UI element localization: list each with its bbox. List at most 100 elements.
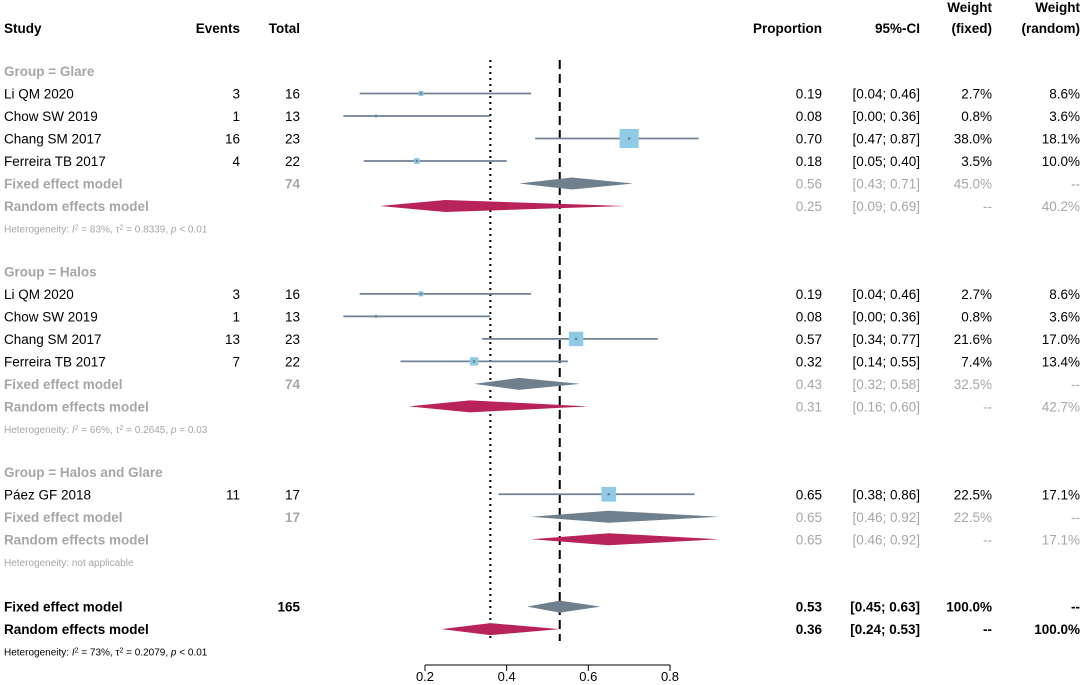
group-2-random-weight-random: 42.7%	[1042, 399, 1080, 414]
group-1-study-4-events: 4	[232, 154, 240, 169]
group-3-study-1-name: Páez GF 2018	[4, 487, 91, 502]
header-weight-fixed-1: Weight	[947, 0, 992, 15]
group-2-study-3-point	[574, 337, 578, 341]
group-1-fixed-label: Fixed effect model	[4, 177, 123, 192]
group-2-study-1-proportion: 0.19	[796, 287, 822, 302]
group-2-study-1-weight-random: 8.6%	[1049, 287, 1080, 302]
group-2-study-3-ci: [0.34; 0.77]	[852, 332, 920, 347]
group-1-random-weight-fixed: --	[983, 199, 992, 214]
group-1-study-1-ci: [0.04; 0.46]	[852, 87, 920, 102]
group-2-study-2-weight-fixed: 0.8%	[961, 309, 992, 324]
group-2-study-4-point	[472, 360, 476, 363]
group-1-study-1-point	[419, 92, 423, 95]
group-2-study-2-point	[374, 315, 378, 318]
group-2-study-1-weight-fixed: 2.7%	[961, 287, 992, 302]
overall-fixed-ci: [0.45; 0.63]	[850, 600, 920, 615]
group-1-title: Group = Glare	[4, 64, 95, 79]
group-3-fixed-total: 17	[285, 510, 300, 525]
overall-fixed-proportion: 0.53	[796, 600, 823, 615]
group-2-study-1-events: 3	[232, 287, 240, 302]
group-2-random-ci: [0.16; 0.60]	[852, 399, 920, 414]
overall-random-ci: [0.24; 0.53]	[850, 622, 920, 637]
group-2-fixed-ci: [0.32; 0.58]	[852, 377, 920, 392]
group-3-random-label: Random effects model	[4, 532, 149, 547]
group-2-fixed-label: Fixed effect model	[4, 377, 123, 392]
group-1-study-1-weight-fixed: 2.7%	[961, 87, 992, 102]
group-2-random-proportion: 0.31	[796, 399, 822, 414]
header-weight-fixed-2: (fixed)	[952, 21, 993, 36]
group-2-study-4-weight-fixed: 7.4%	[961, 354, 992, 369]
group-2-random-label: Random effects model	[4, 399, 149, 414]
group-3-study-1-events: 11	[226, 487, 240, 502]
group-3-random-weight-random: 17.1%	[1042, 532, 1080, 547]
group-1-study-3-proportion: 0.70	[796, 132, 822, 147]
group-2-fixed-proportion: 0.43	[796, 377, 822, 392]
group-1-study-1-total: 16	[285, 87, 300, 102]
overall-fixed-weight-fixed: 100.0%	[946, 600, 992, 615]
group-1-study-1-proportion: 0.19	[796, 87, 822, 102]
group-1-study-2-events: 1	[232, 109, 240, 124]
group-3-fixed-weight-random: --	[1071, 510, 1080, 525]
group-3-fixed-label: Fixed effect model	[4, 510, 123, 525]
group-2-fixed-total: 74	[285, 377, 301, 392]
group-3-study-1-ci: [0.38; 0.86]	[852, 487, 920, 502]
x-tick-label-4: 0.8	[661, 669, 679, 684]
group-2-study-4-weight-random: 13.4%	[1042, 354, 1080, 369]
group-1-random-ci: [0.09; 0.69]	[852, 199, 920, 214]
group-1-study-3-total: 23	[285, 132, 300, 147]
group-1-study-2-name: Chow SW 2019	[4, 109, 98, 124]
header-weight-random-1: Weight	[1035, 0, 1080, 15]
overall-random-label: Random effects model	[4, 622, 149, 637]
x-tick-label-1: 0.2	[416, 669, 434, 684]
group-1-study-3-ci: [0.47; 0.87]	[852, 132, 920, 147]
group-2-study-2-ci: [0.00; 0.36]	[852, 309, 920, 324]
header-events: Events	[196, 21, 240, 36]
overall-fixed-label: Fixed effect model	[4, 600, 123, 615]
group-3-random-weight-fixed: --	[983, 532, 992, 547]
overall-fixed-total: 165	[277, 600, 300, 615]
group-2-study-2-weight-random: 3.6%	[1049, 309, 1080, 324]
x-tick-label-2: 0.4	[498, 669, 516, 684]
x-tick-label-3: 0.6	[579, 669, 597, 684]
group-2-random-weight-fixed: --	[983, 399, 992, 414]
group-1-study-4-name: Ferreira TB 2017	[4, 154, 106, 169]
group-2-heterogeneity: Heterogeneity: I2 = 66%, τ2 = 0.2645, p …	[4, 424, 208, 436]
group-1-study-2-total: 13	[285, 109, 300, 124]
group-1-random-weight-random: 40.2%	[1042, 199, 1080, 214]
group-1-study-3-weight-fixed: 38.0%	[954, 132, 992, 147]
group-2-study-1-point	[419, 292, 423, 296]
group-2-study-3-proportion: 0.57	[796, 332, 822, 347]
group-3-study-1-proportion: 0.65	[796, 487, 822, 502]
group-1-study-2-point	[374, 114, 378, 118]
group-1-fixed-ci: [0.43; 0.71]	[852, 177, 920, 192]
group-2-study-2-events: 1	[232, 309, 240, 324]
header-weight-random-2: (random)	[1022, 21, 1081, 36]
group-1-fixed-weight-random: --	[1071, 177, 1080, 192]
group-2-fixed-weight-random: --	[1071, 377, 1080, 392]
group-1-heterogeneity: Heterogeneity: I2 = 83%, τ2 = 0.8339, p …	[4, 224, 208, 236]
group-3-title: Group = Halos and Glare	[4, 465, 163, 480]
group-3-fixed-diamond	[531, 510, 719, 523]
group-1-study-3-weight-random: 18.1%	[1042, 132, 1080, 147]
header-total: Total	[269, 21, 300, 36]
group-1-study-1-weight-random: 8.6%	[1049, 87, 1080, 102]
group-1-study-2-weight-fixed: 0.8%	[961, 109, 992, 124]
overall-heterogeneity: Heterogeneity: I2 = 73%, τ2 = 0.2079, p …	[4, 647, 208, 659]
group-2-study-4-events: 7	[232, 354, 240, 369]
group-3-fixed-proportion: 0.65	[796, 510, 822, 525]
group-3-study-1-weight-random: 17.1%	[1042, 487, 1080, 502]
group-3-random-ci: [0.46; 0.92]	[852, 532, 920, 547]
group-3-fixed-ci: [0.46; 0.92]	[852, 510, 920, 525]
group-2-study-1-name: Li QM 2020	[4, 287, 74, 302]
group-2-study-3-name: Chang SM 2017	[4, 332, 102, 347]
overall-random-weight-fixed: --	[983, 622, 992, 637]
header-ci: 95%-CI	[875, 21, 920, 36]
group-1-study-2-ci: [0.00; 0.36]	[852, 109, 920, 124]
group-2-random-diamond	[408, 400, 589, 413]
overall-random-proportion: 0.36	[796, 622, 823, 637]
group-1-study-3-name: Chang SM 2017	[4, 132, 102, 147]
group-3-random-diamond	[531, 533, 719, 546]
group-2-study-3-weight-fixed: 21.6%	[954, 332, 992, 347]
group-1-study-4-total: 22	[285, 154, 300, 169]
group-1-random-label: Random effects model	[4, 199, 149, 214]
